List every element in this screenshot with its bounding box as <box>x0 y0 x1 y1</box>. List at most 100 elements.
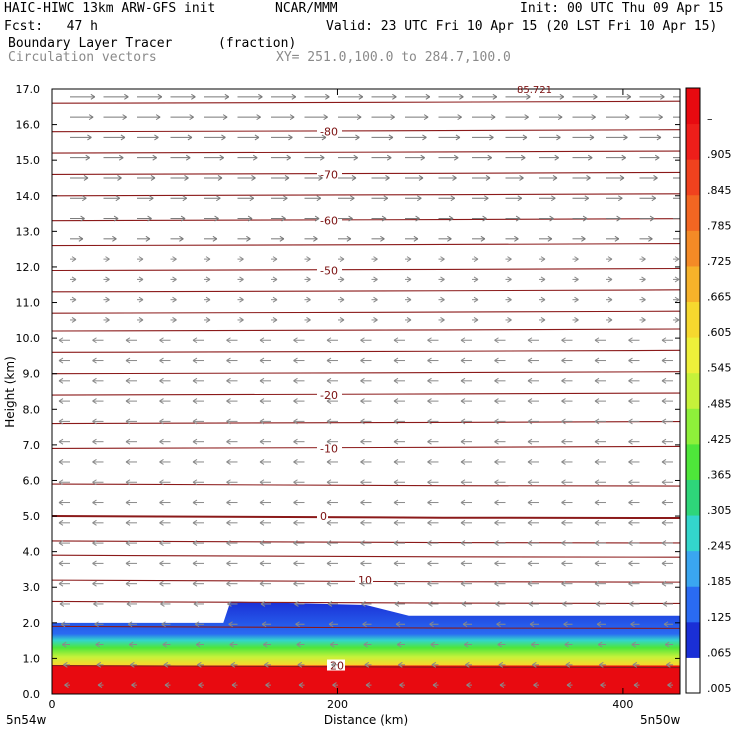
vector-head <box>489 134 494 141</box>
colorbar-swatch <box>686 657 700 694</box>
vector-head <box>393 357 399 364</box>
vector-head <box>527 519 533 526</box>
vector-head <box>460 398 466 405</box>
vector-head <box>561 459 566 465</box>
vector-head <box>326 377 332 384</box>
vector-head <box>293 377 298 384</box>
vector-head <box>226 519 231 526</box>
vector-head <box>417 195 422 202</box>
vector-head <box>398 661 403 668</box>
vector-head <box>574 256 579 263</box>
colorbar-swatch <box>686 301 700 338</box>
vector-head <box>628 560 633 567</box>
vector-head <box>360 479 365 486</box>
vector-head <box>226 398 231 405</box>
vector-head <box>326 479 332 486</box>
vector-head <box>360 398 365 405</box>
vector-head <box>326 560 332 567</box>
vector-head <box>159 459 164 465</box>
vector-head <box>440 296 445 303</box>
vector-head <box>460 519 466 526</box>
vector-head <box>514 235 519 242</box>
vector-head <box>239 296 244 303</box>
vector-head <box>353 154 358 161</box>
colorbar-frame <box>685 87 701 694</box>
vector-head <box>399 682 404 689</box>
vector-head <box>365 682 371 689</box>
vector-head <box>162 641 167 648</box>
vector-head <box>473 276 479 283</box>
vector-head <box>430 641 435 648</box>
vector-head <box>92 499 97 506</box>
vector-head <box>93 601 98 607</box>
vector-head <box>306 296 311 303</box>
colorbar-swatch <box>686 265 700 303</box>
vector-head <box>325 93 330 100</box>
vector-head <box>92 357 97 364</box>
vector-head <box>507 296 512 303</box>
colorbar-label: .545 <box>707 362 732 375</box>
y-tick-label: 13.0 <box>16 225 41 238</box>
vector-head <box>628 540 633 547</box>
vector-head <box>594 377 600 384</box>
vector-head <box>293 479 298 486</box>
colorbar-swatch <box>686 337 700 374</box>
vector-head <box>147 215 152 222</box>
vector-head <box>296 641 301 648</box>
vector-head <box>351 175 357 181</box>
vector-head <box>125 580 131 587</box>
vector-head <box>494 540 499 547</box>
vector-head <box>159 398 164 405</box>
vector-head <box>348 215 353 222</box>
isotherm-label-bg <box>317 168 342 180</box>
vector-head <box>293 519 298 526</box>
vector-head <box>92 519 97 526</box>
vector-head <box>58 499 64 506</box>
vector-head <box>527 580 533 587</box>
vector-head <box>214 215 219 222</box>
vector-head <box>286 154 291 161</box>
vector-head <box>63 661 68 668</box>
vector-head <box>205 317 211 323</box>
vector-head <box>628 377 633 384</box>
vector-head <box>259 357 265 364</box>
vector-head <box>326 337 332 344</box>
isotherm-line <box>52 171 680 176</box>
vector-head <box>561 377 566 384</box>
vector-head <box>427 479 432 486</box>
x-start-location: 5n54w <box>6 713 47 727</box>
vector-head <box>651 195 657 202</box>
vector-head <box>623 134 628 141</box>
model-title: HAIC-HIWC 13km ARW-GFS init <box>4 1 216 16</box>
vector-head <box>58 540 64 547</box>
vector-head <box>520 154 526 161</box>
vector-head <box>326 499 332 506</box>
vector-head <box>660 93 665 100</box>
vector-head <box>113 215 119 222</box>
vector-head <box>527 459 533 465</box>
vector-head <box>507 276 512 283</box>
vector-head <box>128 641 134 648</box>
isotherm-line <box>52 483 680 487</box>
y-tick-label: 6.0 <box>23 474 41 487</box>
vector-head <box>427 499 432 506</box>
isotherm-line <box>52 445 680 450</box>
vector-head <box>628 459 633 465</box>
vector-head <box>586 175 591 181</box>
vector-head <box>105 276 110 283</box>
vector-head <box>594 479 600 486</box>
vector-head <box>440 317 445 323</box>
vector-head <box>360 337 365 344</box>
tracer-max-region <box>52 665 680 694</box>
vector-head <box>393 479 399 486</box>
vector-head <box>413 235 419 242</box>
vector-head <box>373 276 378 283</box>
colorbar-swatch <box>686 88 700 125</box>
vector-head <box>574 296 579 303</box>
vector-head <box>360 357 365 364</box>
vector-head <box>547 235 553 242</box>
vector-head <box>150 175 156 181</box>
vector-head <box>291 93 297 100</box>
vector-head <box>339 256 345 263</box>
vector-head <box>630 621 635 628</box>
